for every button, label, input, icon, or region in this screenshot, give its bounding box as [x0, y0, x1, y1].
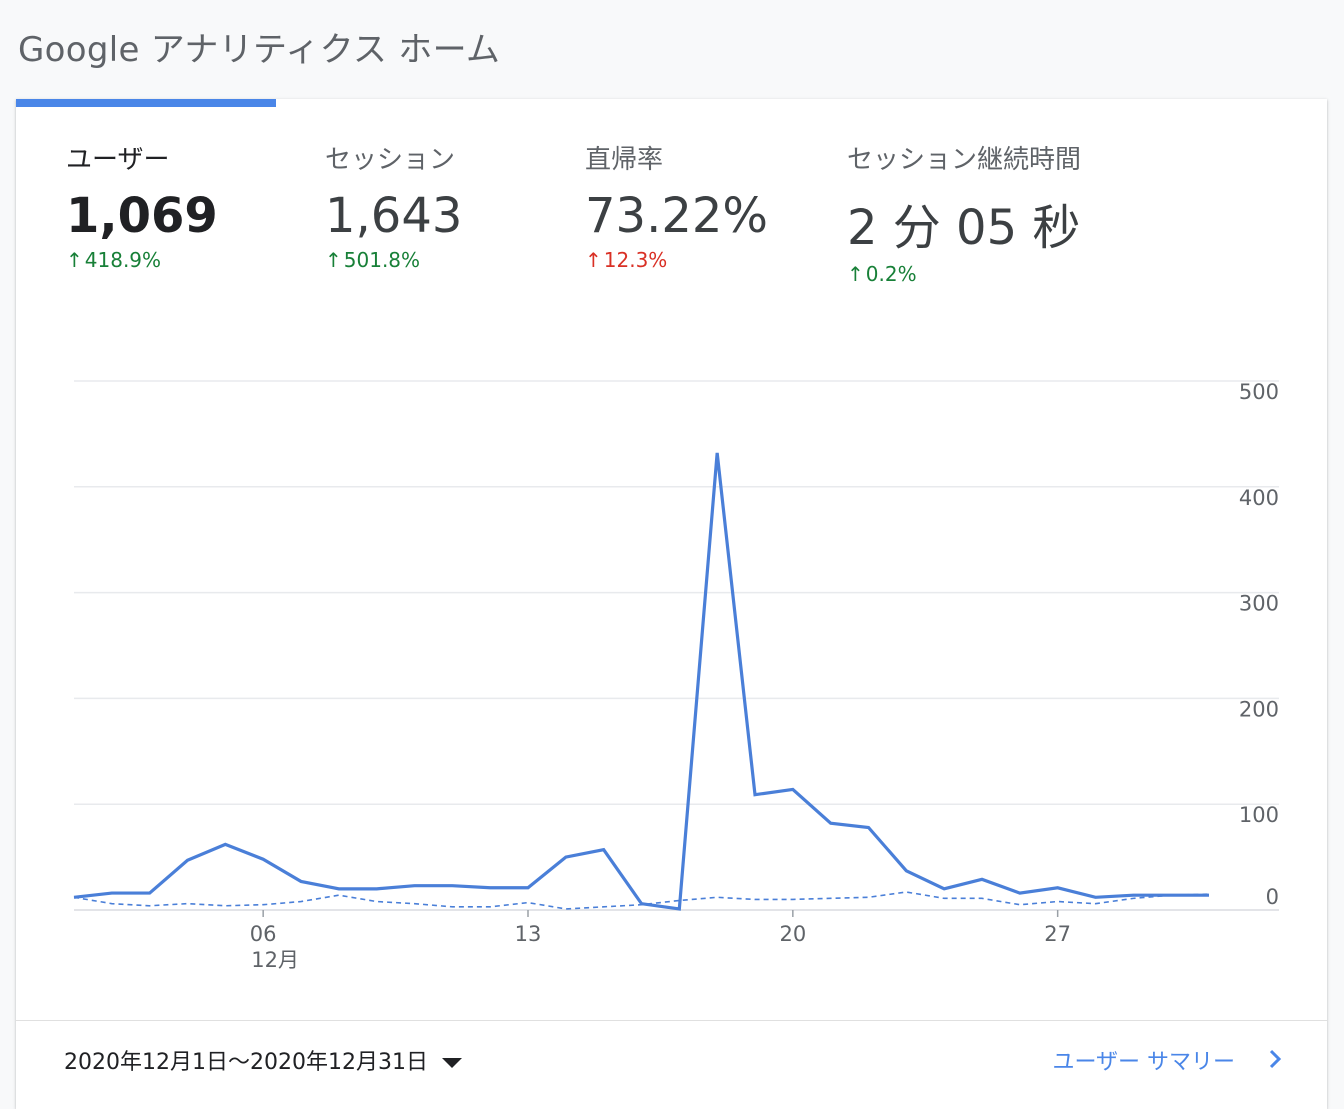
previous-period-series-line — [73, 891, 1210, 910]
metric-value: 73.22% — [585, 188, 769, 244]
y-tick-label: 0 — [1266, 885, 1279, 909]
metric-change: ↑ 501.8% — [325, 248, 421, 272]
metric-value: 2 分 05 秒 — [847, 200, 1081, 256]
metric-change: ↑ 12.3% — [585, 248, 668, 272]
y-tick-label: 100 — [1239, 803, 1279, 827]
y-tick-label: 500 — [1239, 380, 1279, 404]
arrow-up-icon: ↑ — [325, 248, 342, 272]
x-tick-label: 20 — [779, 922, 806, 946]
current-period-series-line — [73, 452, 1209, 911]
footer-divider — [16, 1020, 1327, 1021]
y-tick-label: 400 — [1239, 486, 1279, 510]
y-tick-label: 300 — [1239, 592, 1279, 616]
arrow-up-icon: ↑ — [585, 248, 602, 272]
metric-label: ユーザー — [66, 145, 170, 175]
user-summary-link[interactable]: ユーザー サマリー — [1052, 1050, 1235, 1075]
y-tick-label: 200 — [1239, 697, 1279, 721]
metric-sessions[interactable]: セッション 1,643 ↑ 501.8% — [325, 139, 462, 272]
metric-change: ↑ 418.9% — [66, 248, 162, 272]
chevron-right-icon[interactable] — [1263, 1047, 1287, 1071]
users-line-chart[interactable]: 500 400 300 200 100 0 06 13 20 27 12月 — [16, 359, 1327, 989]
arrow-up-icon: ↑ — [847, 262, 864, 286]
arrow-up-icon: ↑ — [66, 248, 83, 272]
metric-users[interactable]: ユーザー 1,069 ↑ 418.9% — [66, 139, 218, 272]
page-title: Google アナリティクス ホーム — [18, 30, 501, 70]
metric-change: ↑ 0.2% — [847, 262, 917, 286]
x-tick-label: 06 — [250, 922, 277, 946]
metric-value: 1,069 — [66, 188, 218, 244]
x-tick-label: 27 — [1044, 922, 1071, 946]
x-month-label: 12月 — [251, 948, 299, 972]
date-range-selector[interactable]: 2020年12月1日〜2020年12月31日 — [64, 1044, 462, 1076]
metric-value: 1,643 — [325, 188, 463, 244]
metric-session-duration[interactable]: セッション継続時間 2 分 05 秒 ↑ 0.2% — [847, 139, 1081, 286]
metric-label: 直帰率 — [585, 145, 664, 175]
metric-bounce-rate[interactable]: 直帰率 73.22% ↑ 12.3% — [585, 139, 768, 272]
x-tick-label: 13 — [515, 922, 542, 946]
active-metric-indicator — [16, 99, 276, 107]
metric-label: セッション継続時間 — [847, 145, 1082, 175]
metric-label: セッション — [325, 145, 456, 175]
analytics-card: ユーザー 1,069 ↑ 418.9% セッション 1,643 ↑ 501.8% 直… — [16, 99, 1327, 1109]
date-range-label: 2020年12月1日〜2020年12月31日 — [64, 1050, 428, 1075]
dropdown-caret-icon — [441, 1058, 462, 1068]
